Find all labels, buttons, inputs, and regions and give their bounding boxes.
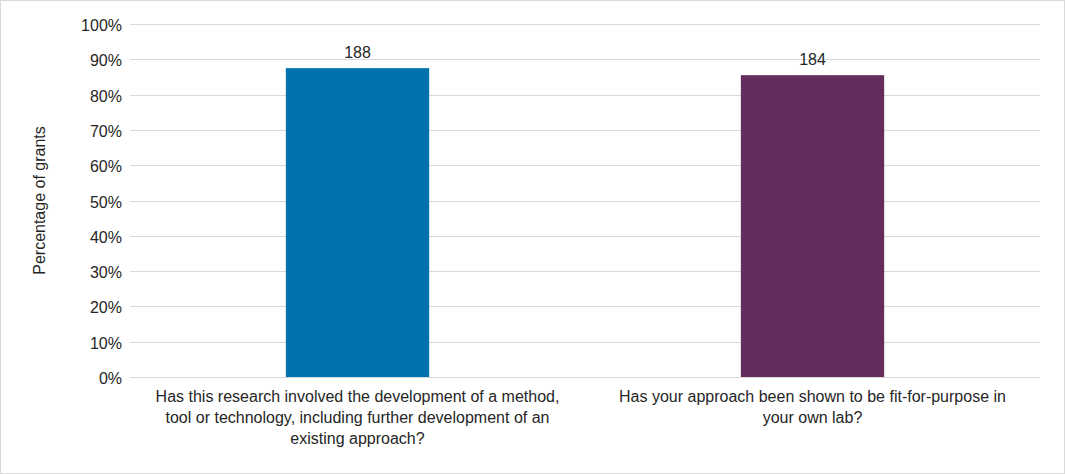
grid-line bbox=[130, 306, 1040, 307]
y-tick-label: 90% bbox=[90, 52, 122, 69]
x-axis-line bbox=[130, 377, 1040, 378]
y-tick-label: 0% bbox=[99, 370, 122, 387]
grid-line bbox=[130, 59, 1040, 60]
grid-line bbox=[130, 24, 1040, 25]
bar bbox=[741, 75, 884, 377]
grid-line bbox=[130, 342, 1040, 343]
y-tick-label: 80% bbox=[90, 88, 122, 105]
y-tick-label: 20% bbox=[90, 299, 122, 316]
x-tick-label: Has this research involved the developme… bbox=[156, 388, 560, 447]
x-tick-label-line: tool or technology, including further de… bbox=[166, 409, 550, 426]
x-tick-label-line: existing approach? bbox=[290, 430, 424, 447]
count-label: 184 bbox=[799, 51, 826, 68]
y-tick-label: 60% bbox=[90, 158, 122, 175]
y-tick-label: 40% bbox=[90, 229, 122, 246]
y-tick-label: 100% bbox=[81, 17, 122, 34]
grid-line bbox=[130, 165, 1040, 166]
y-tick-label: 10% bbox=[90, 335, 122, 352]
grid-line bbox=[130, 236, 1040, 237]
grid-line bbox=[130, 130, 1040, 131]
y-tick-label: 50% bbox=[90, 194, 122, 211]
y-tick-label: 70% bbox=[90, 123, 122, 140]
y-tick-label: 30% bbox=[90, 264, 122, 281]
x-tick-label: Has your approach been shown to be fit-f… bbox=[619, 388, 1006, 426]
bar bbox=[286, 68, 429, 377]
grid-line bbox=[130, 271, 1040, 272]
count-label: 188 bbox=[344, 44, 371, 61]
x-tick-label-line: Has this research involved the developme… bbox=[156, 388, 560, 405]
bars bbox=[286, 68, 884, 377]
grid-line bbox=[130, 201, 1040, 202]
grid-line bbox=[130, 95, 1040, 96]
y-axis-label: Percentage of grants bbox=[31, 126, 48, 275]
x-tick-label-line: your own lab? bbox=[763, 409, 863, 426]
grid-line bbox=[130, 377, 1040, 378]
x-tick-label-line: Has your approach been shown to be fit-f… bbox=[619, 388, 1006, 405]
chart-frame bbox=[1, 1, 1065, 474]
chart: 0% 10% 20% 30% 40% 50% 60% 70% 80% 90% 100% Percent… bbox=[0, 0, 1065, 474]
